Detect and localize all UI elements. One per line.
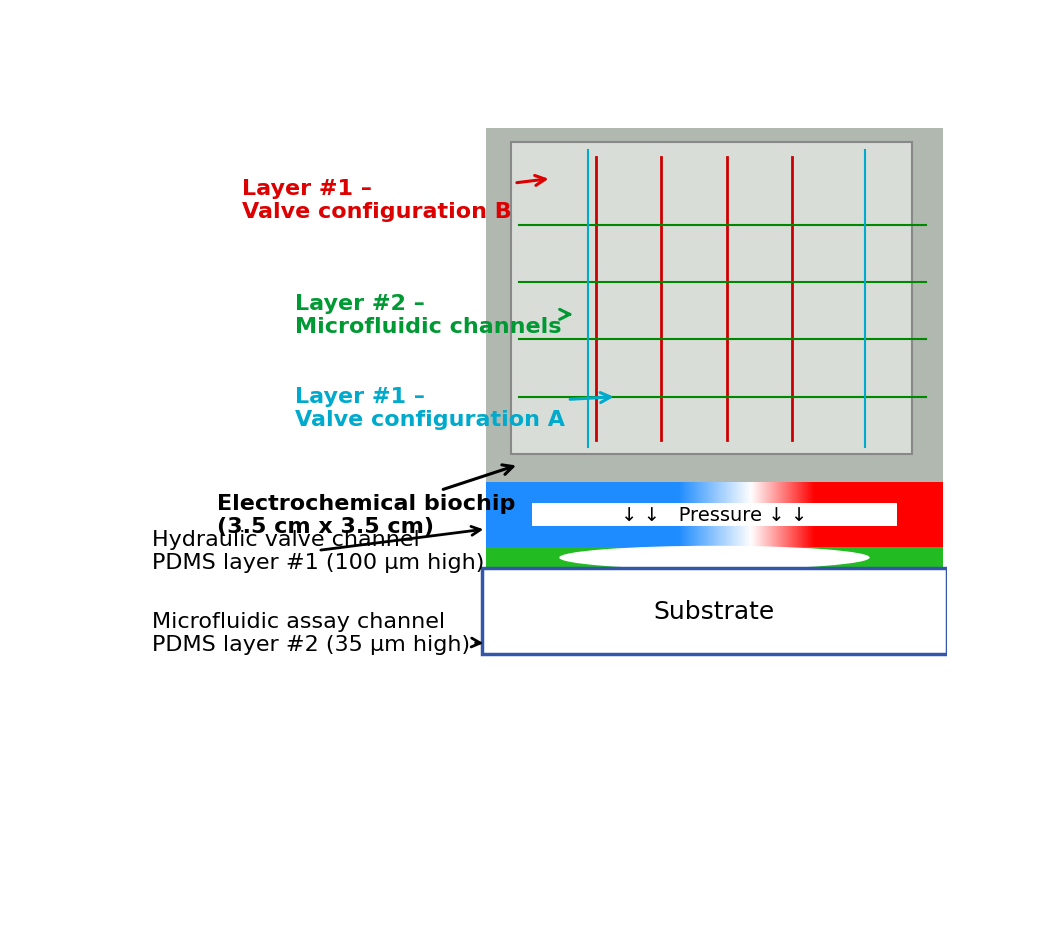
Text: Layer #2 –
Microfluidic channels: Layer #2 – Microfluidic channels bbox=[295, 293, 569, 337]
Text: Layer #1 –
Valve configuration A: Layer #1 – Valve configuration A bbox=[295, 386, 610, 430]
Bar bbox=[532, 504, 897, 527]
Bar bbox=[486, 548, 943, 569]
Text: ↓ ↓   Pressure ↓ ↓: ↓ ↓ Pressure ↓ ↓ bbox=[622, 506, 808, 524]
Text: Substrate: Substrate bbox=[653, 599, 775, 624]
FancyBboxPatch shape bbox=[482, 569, 947, 654]
Text: Hydraulic valve channel
PDMS layer #1 (100 μm high): Hydraulic valve channel PDMS layer #1 (1… bbox=[151, 527, 484, 573]
FancyBboxPatch shape bbox=[510, 143, 912, 455]
Text: Electrochemical biochip
(3.5 cm x 3.5 cm): Electrochemical biochip (3.5 cm x 3.5 cm… bbox=[217, 465, 515, 536]
Bar bbox=[486, 129, 943, 483]
Ellipse shape bbox=[560, 547, 870, 570]
Text: Layer #1 –
Valve configuration B: Layer #1 – Valve configuration B bbox=[242, 176, 545, 223]
Text: Microfluidic assay channel
PDMS layer #2 (35 μm high): Microfluidic assay channel PDMS layer #2… bbox=[151, 612, 481, 654]
